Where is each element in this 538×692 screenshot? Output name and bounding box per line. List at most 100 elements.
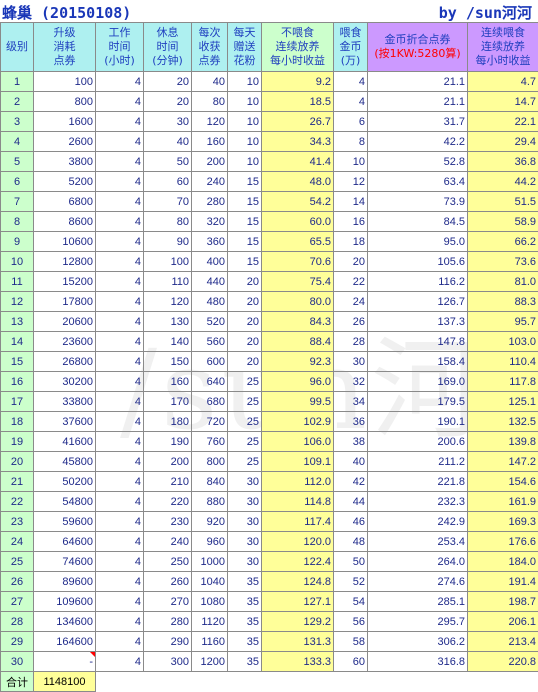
- cell-gold-convert[interactable]: 31.7: [368, 112, 468, 132]
- cell-rest-time[interactable]: 110: [144, 272, 192, 292]
- cell-feed-income[interactable]: 4.7: [468, 72, 538, 92]
- cell-rest-time[interactable]: 90: [144, 232, 192, 252]
- cell-feed-income[interactable]: 169.3: [468, 512, 538, 532]
- cell-gold-convert[interactable]: 21.1: [368, 92, 468, 112]
- cell-rest-time[interactable]: 170: [144, 392, 192, 412]
- cell-daily-pollen[interactable]: 20: [228, 352, 262, 372]
- total-label[interactable]: 合计: [1, 672, 34, 692]
- cell-rest-time[interactable]: 210: [144, 472, 192, 492]
- cell-upgrade-cost[interactable]: 54800: [34, 492, 96, 512]
- cell-no-feed-income[interactable]: 54.2: [262, 192, 334, 212]
- cell-feed-income[interactable]: 88.3: [468, 292, 538, 312]
- cell-feed-income[interactable]: 51.5: [468, 192, 538, 212]
- cell-gold-convert[interactable]: 264.0: [368, 552, 468, 572]
- cell-rest-time[interactable]: 300: [144, 652, 192, 672]
- cell-no-feed-income[interactable]: 65.5: [262, 232, 334, 252]
- cell-per-harvest[interactable]: 1200: [192, 652, 228, 672]
- cell-rest-time[interactable]: 180: [144, 412, 192, 432]
- cell-work-time[interactable]: 4: [96, 172, 144, 192]
- cell-work-time[interactable]: 4: [96, 292, 144, 312]
- cell-work-time[interactable]: 4: [96, 72, 144, 92]
- cell-per-harvest[interactable]: 640: [192, 372, 228, 392]
- cell-work-time[interactable]: 4: [96, 472, 144, 492]
- cell-upgrade-cost[interactable]: 10600: [34, 232, 96, 252]
- cell-rest-time[interactable]: 20: [144, 92, 192, 112]
- cell-no-feed-income[interactable]: 109.1: [262, 452, 334, 472]
- cell-feed-gold[interactable]: 4: [334, 72, 368, 92]
- cell-no-feed-income[interactable]: 84.3: [262, 312, 334, 332]
- cell-gold-convert[interactable]: 73.9: [368, 192, 468, 212]
- cell-no-feed-income[interactable]: 133.3: [262, 652, 334, 672]
- cell-per-harvest[interactable]: 800: [192, 452, 228, 472]
- cell-level[interactable]: 30: [1, 652, 34, 672]
- cell-gold-convert[interactable]: 316.8: [368, 652, 468, 672]
- cell-work-time[interactable]: 4: [96, 312, 144, 332]
- cell-rest-time[interactable]: 130: [144, 312, 192, 332]
- cell-level[interactable]: 3: [1, 112, 34, 132]
- cell-feed-income[interactable]: 176.6: [468, 532, 538, 552]
- cell-feed-gold[interactable]: 58: [334, 632, 368, 652]
- cell-per-harvest[interactable]: 1080: [192, 592, 228, 612]
- cell-level[interactable]: 22: [1, 492, 34, 512]
- cell-daily-pollen[interactable]: 10: [228, 112, 262, 132]
- cell-feed-gold[interactable]: 44: [334, 492, 368, 512]
- cell-work-time[interactable]: 4: [96, 92, 144, 112]
- cell-feed-income[interactable]: 22.1: [468, 112, 538, 132]
- cell-level[interactable]: 10: [1, 252, 34, 272]
- cell-gold-convert[interactable]: 52.8: [368, 152, 468, 172]
- cell-upgrade-cost[interactable]: 1600: [34, 112, 96, 132]
- cell-per-harvest[interactable]: 200: [192, 152, 228, 172]
- cell-work-time[interactable]: 4: [96, 652, 144, 672]
- cell-level[interactable]: 16: [1, 372, 34, 392]
- cell-work-time[interactable]: 4: [96, 212, 144, 232]
- cell-feed-gold[interactable]: 40: [334, 452, 368, 472]
- cell-daily-pollen[interactable]: 15: [228, 192, 262, 212]
- cell-no-feed-income[interactable]: 112.0: [262, 472, 334, 492]
- cell-per-harvest[interactable]: 480: [192, 292, 228, 312]
- cell-upgrade-cost[interactable]: 41600: [34, 432, 96, 452]
- cell-rest-time[interactable]: 150: [144, 352, 192, 372]
- cell-per-harvest[interactable]: 280: [192, 192, 228, 212]
- cell-per-harvest[interactable]: 720: [192, 412, 228, 432]
- cell-upgrade-cost[interactable]: 5200: [34, 172, 96, 192]
- cell-no-feed-income[interactable]: 92.3: [262, 352, 334, 372]
- cell-work-time[interactable]: 4: [96, 272, 144, 292]
- cell-per-harvest[interactable]: 880: [192, 492, 228, 512]
- cell-no-feed-income[interactable]: 80.0: [262, 292, 334, 312]
- cell-level[interactable]: 4: [1, 132, 34, 152]
- cell-per-harvest[interactable]: 120: [192, 112, 228, 132]
- cell-rest-time[interactable]: 160: [144, 372, 192, 392]
- cell-rest-time[interactable]: 80: [144, 212, 192, 232]
- cell-upgrade-cost[interactable]: 20600: [34, 312, 96, 332]
- cell-daily-pollen[interactable]: 35: [228, 612, 262, 632]
- cell-per-harvest[interactable]: 560: [192, 332, 228, 352]
- cell-feed-income[interactable]: 132.5: [468, 412, 538, 432]
- cell-rest-time[interactable]: 230: [144, 512, 192, 532]
- cell-feed-gold[interactable]: 8: [334, 132, 368, 152]
- cell-no-feed-income[interactable]: 70.6: [262, 252, 334, 272]
- cell-feed-gold[interactable]: 6: [334, 112, 368, 132]
- cell-gold-convert[interactable]: 190.1: [368, 412, 468, 432]
- header-gold-convert[interactable]: 金币折合点券 (按1KW:5280算): [368, 23, 468, 72]
- cell-feed-gold[interactable]: 34: [334, 392, 368, 412]
- cell-feed-gold[interactable]: 56: [334, 612, 368, 632]
- cell-work-time[interactable]: 4: [96, 332, 144, 352]
- cell-feed-gold[interactable]: 12: [334, 172, 368, 192]
- cell-level[interactable]: 27: [1, 592, 34, 612]
- header-work-time[interactable]: 工作时间(小时): [96, 23, 144, 72]
- cell-feed-income[interactable]: 29.4: [468, 132, 538, 152]
- cell-no-feed-income[interactable]: 26.7: [262, 112, 334, 132]
- cell-daily-pollen[interactable]: 10: [228, 92, 262, 112]
- cell-per-harvest[interactable]: 1000: [192, 552, 228, 572]
- cell-feed-income[interactable]: 213.4: [468, 632, 538, 652]
- cell-work-time[interactable]: 4: [96, 572, 144, 592]
- cell-level[interactable]: 29: [1, 632, 34, 652]
- cell-feed-gold[interactable]: 26: [334, 312, 368, 332]
- cell-feed-gold[interactable]: 18: [334, 232, 368, 252]
- cell-daily-pollen[interactable]: 30: [228, 532, 262, 552]
- cell-daily-pollen[interactable]: 25: [228, 432, 262, 452]
- cell-work-time[interactable]: 4: [96, 252, 144, 272]
- cell-upgrade-cost[interactable]: 74600: [34, 552, 96, 572]
- cell-feed-gold[interactable]: 36: [334, 412, 368, 432]
- cell-gold-convert[interactable]: 253.4: [368, 532, 468, 552]
